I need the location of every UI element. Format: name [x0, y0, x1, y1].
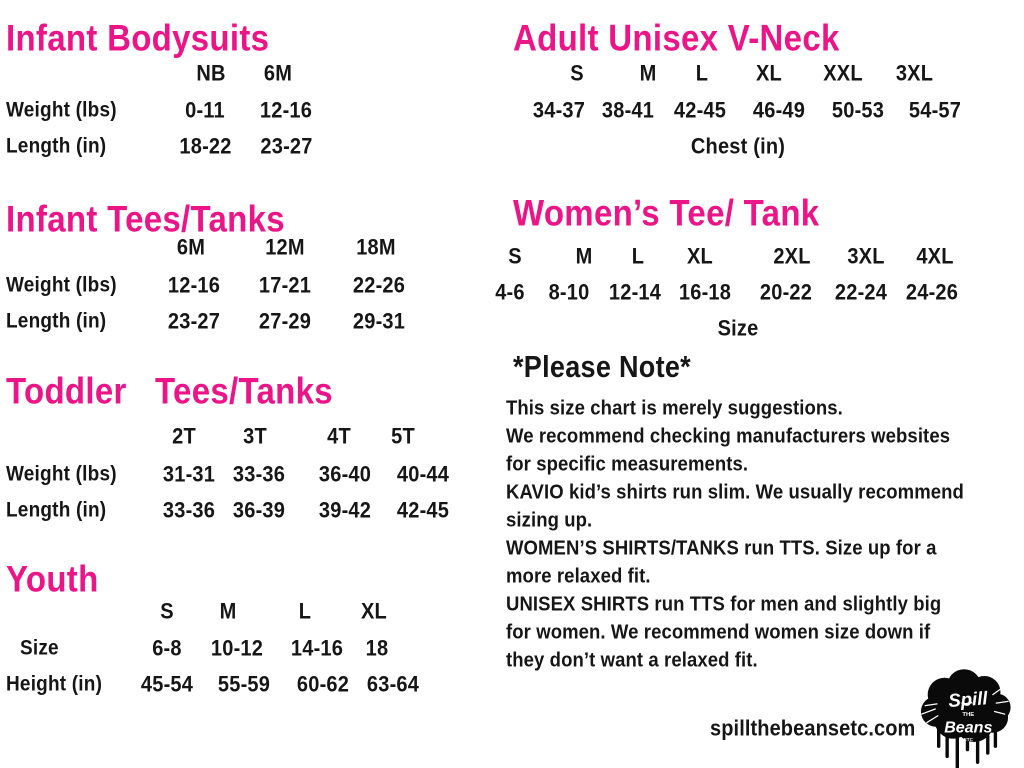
svg-text:Beans: Beans — [944, 719, 992, 737]
svg-text:Spill: Spill — [948, 687, 989, 711]
svg-text:THE: THE — [962, 712, 974, 718]
svg-text:ETC: ETC — [964, 737, 974, 742]
